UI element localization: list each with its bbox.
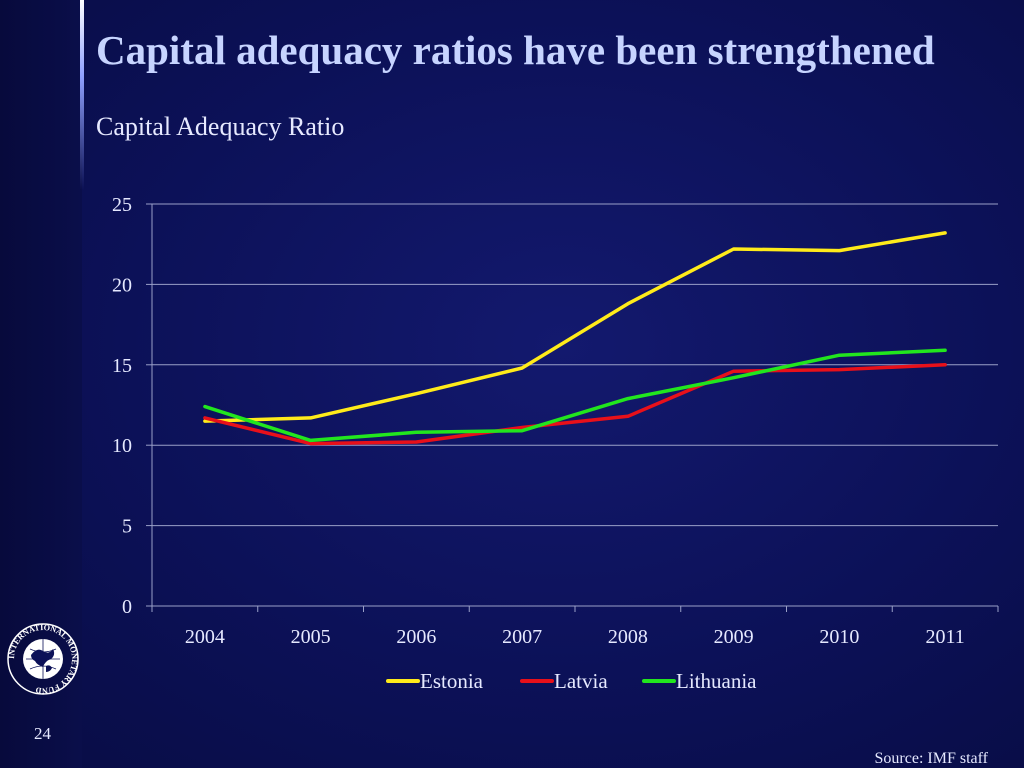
x-tick-label: 2007 — [502, 626, 542, 648]
x-tick-label: 2009 — [714, 626, 754, 648]
y-tick-label: 15 — [112, 355, 132, 377]
legend-label-estonia: Estonia — [420, 669, 484, 693]
y-tick-label: 0 — [122, 596, 132, 618]
x-tick-label: 2004 — [185, 626, 225, 648]
legend-label-latvia: Latvia — [554, 669, 608, 693]
chart-title: Capital Adequacy Ratio — [96, 112, 345, 141]
page-number: 24 — [34, 724, 51, 743]
x-tick-label: 2011 — [925, 626, 964, 648]
series-line-latvia — [203, 363, 947, 446]
y-tick-label: 5 — [122, 516, 132, 538]
x-tick-label: 2006 — [396, 626, 436, 648]
legend-label-lithuania: Lithuania — [676, 669, 757, 693]
x-tick-label: 2008 — [608, 626, 648, 648]
x-tick-label: 2010 — [819, 626, 859, 648]
y-tick-label: 10 — [112, 435, 132, 457]
y-tick-label: 20 — [112, 274, 132, 296]
x-tick-label: 2005 — [291, 626, 331, 648]
series-line-estonia — [203, 231, 947, 423]
slide-title: Capital adequacy ratios have been streng… — [96, 27, 935, 73]
left-strip-accent — [80, 0, 84, 190]
series-line-lithuania — [203, 348, 947, 443]
y-tick-label: 25 — [112, 194, 132, 216]
imf-logo-icon: INTERNATIONAL MONETARY FUND — [7, 623, 79, 695]
source-note: Source: IMF staff — [874, 750, 988, 767]
